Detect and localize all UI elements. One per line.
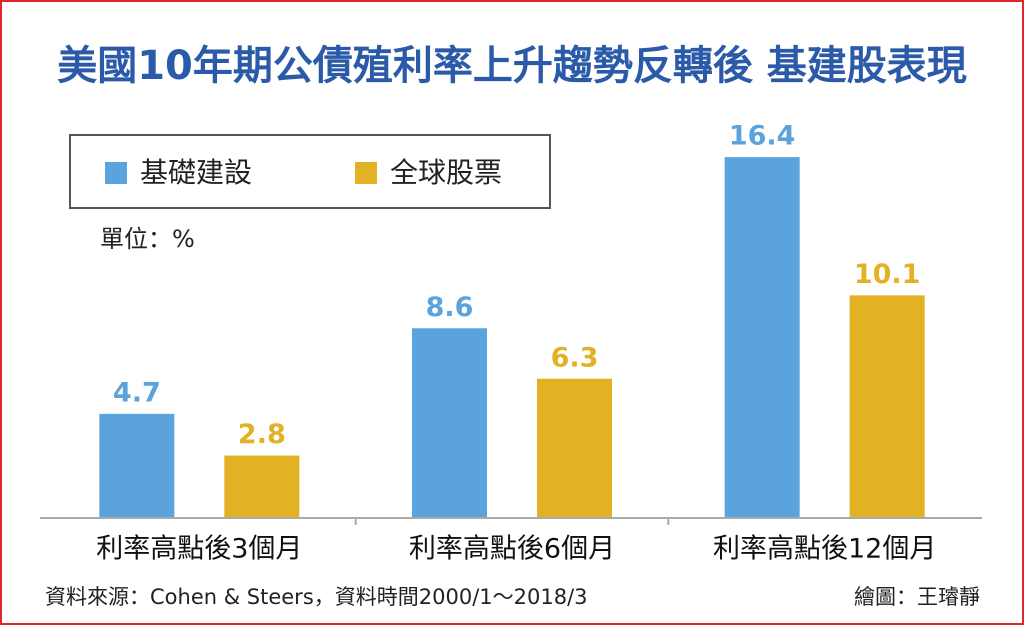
legend-swatch [355, 162, 377, 184]
value-label: 16.4 [729, 121, 796, 152]
value-label: 6.3 [551, 342, 599, 373]
legend-label: 全球股票 [390, 156, 502, 189]
bar [537, 378, 612, 517]
x-tick-label: 利率高點後3個月 [96, 534, 302, 565]
legend-swatch [105, 162, 127, 184]
value-label: 2.8 [238, 419, 286, 450]
source-note: 資料來源：Cohen & Steers，資料時間2000/1～2018/3 [45, 585, 588, 609]
x-tick-label: 利率高點後6個月 [409, 534, 615, 565]
credit-note: 繪圖：王璿靜 [854, 585, 980, 609]
chart-title: 美國10年期公債殖利率上升趨勢反轉後 基建股表現 [57, 43, 967, 89]
x-tick-label: 利率高點後12個月 [713, 534, 936, 565]
bar [849, 295, 925, 517]
bar [724, 157, 800, 517]
value-label: 4.7 [113, 377, 161, 408]
bar [99, 413, 175, 517]
value-label: 10.1 [854, 259, 921, 290]
unit-label: 單位：% [100, 225, 195, 253]
value-label: 8.6 [426, 292, 474, 323]
legend-label: 基礎建設 [140, 156, 252, 189]
bar [224, 455, 300, 517]
legend-box [69, 134, 551, 209]
bar [412, 328, 487, 517]
